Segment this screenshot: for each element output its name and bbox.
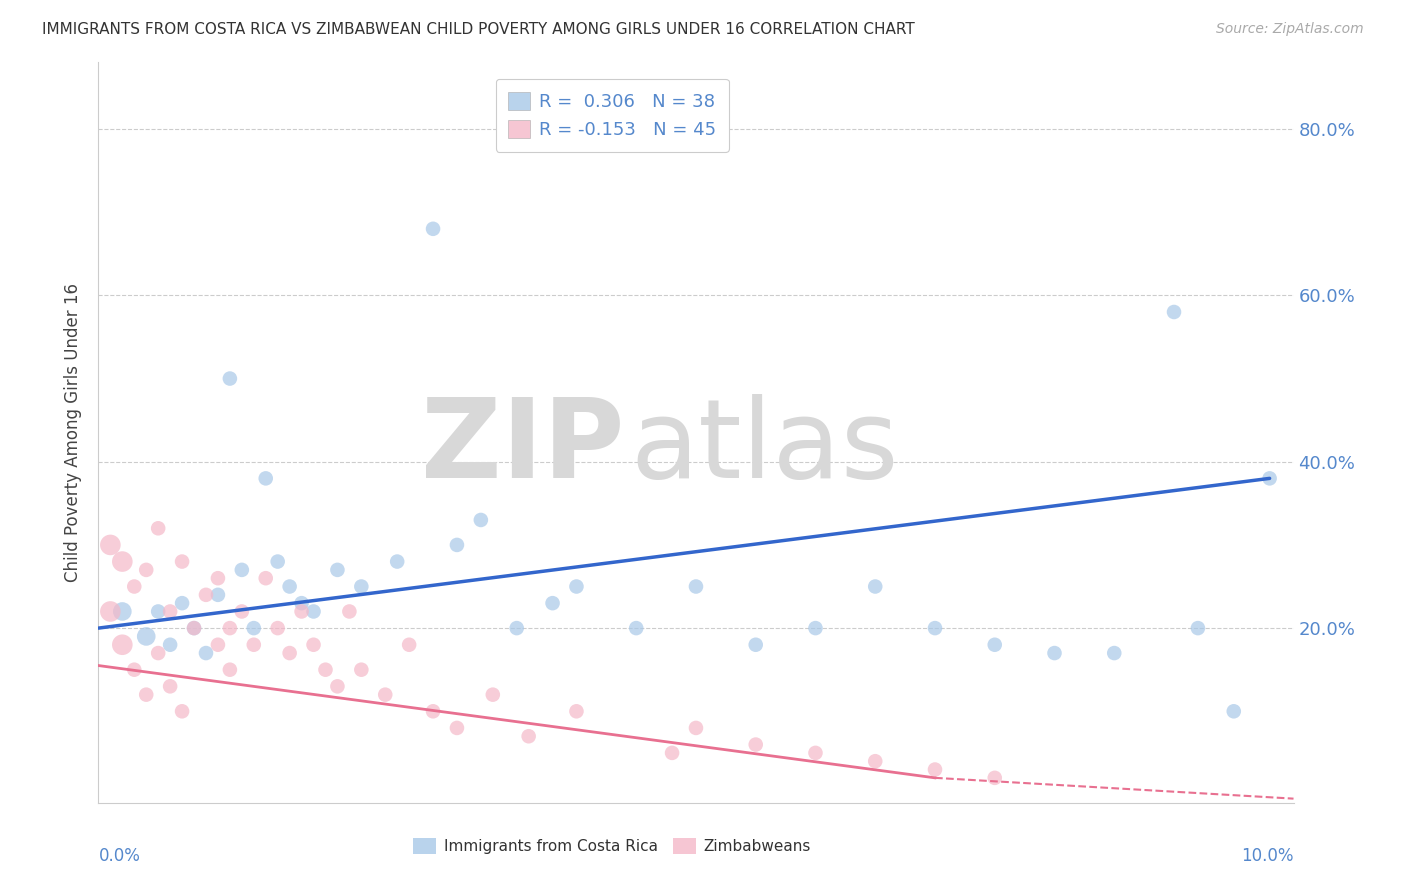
Point	[267, 555, 290, 569]
Point	[1104, 646, 1126, 660]
Point	[482, 688, 505, 702]
Point	[172, 555, 194, 569]
Point	[924, 621, 946, 635]
Point	[924, 763, 946, 777]
Point	[865, 754, 887, 768]
Point	[219, 621, 242, 635]
Point	[278, 646, 301, 660]
Point	[207, 588, 229, 602]
Text: Source: ZipAtlas.com: Source: ZipAtlas.com	[1216, 22, 1364, 37]
Point	[98, 538, 122, 552]
Point	[111, 555, 134, 569]
Point	[315, 663, 337, 677]
Point	[745, 638, 768, 652]
Point	[1258, 471, 1281, 485]
Point	[804, 621, 827, 635]
Point	[148, 521, 170, 535]
Point	[470, 513, 492, 527]
Point	[98, 605, 122, 619]
Point	[1163, 305, 1185, 319]
Point	[865, 580, 887, 594]
Point	[398, 638, 420, 652]
Point	[267, 621, 290, 635]
Point	[243, 638, 266, 652]
Point	[565, 704, 588, 718]
Point	[326, 679, 349, 693]
Point	[172, 596, 194, 610]
Point	[183, 621, 205, 635]
Point	[219, 371, 242, 385]
Point	[350, 663, 373, 677]
Point	[446, 721, 468, 735]
Point	[339, 605, 361, 619]
Point	[745, 738, 768, 752]
Point	[302, 605, 325, 619]
Point	[1187, 621, 1209, 635]
Point	[254, 571, 277, 585]
Point	[661, 746, 683, 760]
Point	[446, 538, 468, 552]
Point	[135, 563, 157, 577]
Text: atlas: atlas	[630, 394, 898, 501]
Point	[422, 704, 444, 718]
Text: ZIP: ZIP	[420, 394, 624, 501]
Point	[124, 663, 146, 677]
Text: 0.0%: 0.0%	[98, 847, 141, 865]
Point	[291, 596, 314, 610]
Y-axis label: Child Poverty Among Girls Under 16: Child Poverty Among Girls Under 16	[63, 283, 82, 582]
Point	[685, 721, 707, 735]
Point	[111, 638, 134, 652]
Point	[422, 222, 444, 236]
Point	[207, 571, 229, 585]
Point	[254, 471, 277, 485]
Point	[111, 605, 134, 619]
Point	[159, 605, 181, 619]
Point	[804, 746, 827, 760]
Point	[385, 555, 409, 569]
Point	[183, 621, 205, 635]
Point	[278, 580, 301, 594]
Point	[159, 679, 181, 693]
Point	[124, 580, 146, 594]
Legend: Immigrants from Costa Rica, Zimbabweans: Immigrants from Costa Rica, Zimbabweans	[413, 838, 811, 855]
Point	[506, 621, 529, 635]
Text: 10.0%: 10.0%	[1241, 847, 1294, 865]
Point	[984, 771, 1007, 785]
Point	[517, 729, 540, 743]
Point	[1223, 704, 1246, 718]
Point	[172, 704, 194, 718]
Point	[565, 580, 588, 594]
Point	[350, 580, 373, 594]
Point	[685, 580, 707, 594]
Point	[984, 638, 1007, 652]
Point	[207, 638, 229, 652]
Point	[195, 646, 218, 660]
Point	[195, 588, 218, 602]
Point	[1043, 646, 1066, 660]
Text: IMMIGRANTS FROM COSTA RICA VS ZIMBABWEAN CHILD POVERTY AMONG GIRLS UNDER 16 CORR: IMMIGRANTS FROM COSTA RICA VS ZIMBABWEAN…	[42, 22, 915, 37]
Point	[291, 605, 314, 619]
Point	[219, 663, 242, 677]
Point	[135, 629, 157, 643]
Point	[135, 688, 157, 702]
Point	[243, 621, 266, 635]
Point	[148, 605, 170, 619]
Point	[159, 638, 181, 652]
Point	[302, 638, 325, 652]
Point	[148, 646, 170, 660]
Point	[231, 563, 253, 577]
Point	[326, 563, 349, 577]
Point	[541, 596, 564, 610]
Point	[374, 688, 396, 702]
Point	[231, 605, 253, 619]
Point	[626, 621, 648, 635]
